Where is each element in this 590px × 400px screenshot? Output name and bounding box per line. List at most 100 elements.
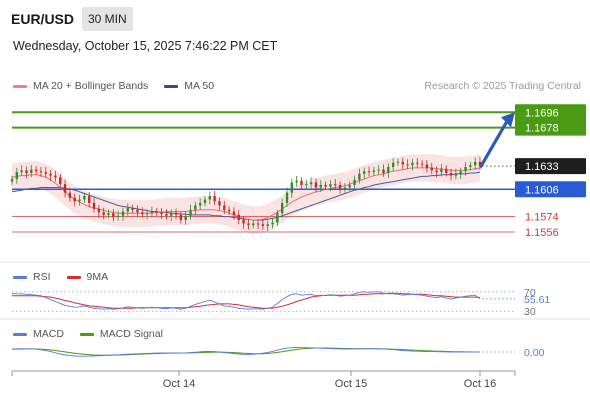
candle	[68, 187, 72, 202]
candle	[170, 209, 173, 221]
candle	[464, 162, 467, 176]
macd-swatch	[13, 332, 27, 336]
candle-body	[174, 213, 178, 215]
candle	[396, 158, 400, 167]
candle	[126, 203, 129, 216]
candle-body	[112, 213, 115, 217]
candle	[314, 178, 318, 193]
candle-body	[170, 213, 173, 216]
candle-body	[459, 171, 462, 174]
candle	[25, 166, 28, 179]
candle-body	[39, 171, 43, 173]
candle-body	[203, 199, 207, 203]
candle	[416, 158, 419, 168]
candle	[353, 175, 356, 190]
candle	[73, 193, 76, 207]
candle	[227, 206, 231, 215]
candle-body	[353, 179, 356, 185]
timeframe-badge[interactable]: 30 MIN	[82, 7, 133, 31]
candle-body	[25, 170, 28, 173]
rsi-tick-70: 70	[524, 287, 536, 299]
candle-body	[121, 211, 125, 216]
candle	[150, 206, 154, 218]
candle	[242, 216, 245, 229]
candle-body	[141, 212, 144, 215]
macd-legend: MACD MACD Signal	[13, 328, 163, 340]
candle	[290, 178, 294, 198]
ma50-swatch	[164, 84, 179, 88]
candle-body	[358, 173, 361, 180]
candle-body	[280, 202, 284, 214]
candle	[141, 207, 144, 218]
candle	[300, 177, 303, 189]
forecast-arrow-head	[501, 112, 515, 128]
candle	[319, 180, 322, 192]
price-panel: 1.1696 1.1678 1.1633 1.1606 1.1574 1.1556	[10, 104, 586, 239]
candle-body	[34, 169, 38, 172]
candle	[406, 159, 409, 170]
candle	[338, 181, 342, 194]
candle-body	[473, 161, 477, 166]
candle-body	[445, 168, 448, 173]
macd-signal-line	[11, 347, 480, 356]
candle	[20, 165, 23, 176]
candle	[179, 211, 183, 224]
candle-body	[102, 212, 105, 215]
macd-signal-legend-label: MACD Signal	[99, 328, 163, 340]
ma20-line	[11, 167, 481, 221]
rsi-last-value: 55.61	[524, 294, 550, 306]
candle	[107, 209, 110, 219]
candle-body	[213, 196, 216, 202]
candle	[271, 217, 274, 229]
candle	[329, 179, 332, 192]
candle	[15, 167, 19, 184]
candle	[155, 208, 158, 216]
candle-body	[396, 161, 400, 163]
candle	[121, 207, 125, 221]
candle-body	[155, 211, 158, 213]
candle-body	[469, 165, 472, 168]
candle	[34, 166, 38, 175]
panel-separators	[0, 261, 590, 320]
candle-body	[30, 169, 33, 173]
candle	[92, 197, 96, 213]
candle	[411, 158, 414, 171]
candle-body	[343, 187, 347, 189]
rsi-ma-legend-label: 9MA	[86, 271, 109, 283]
candle	[440, 164, 443, 177]
price-tag-label-1.1606: 1.1606	[525, 184, 559, 196]
candle-body	[97, 208, 101, 213]
candle-body	[126, 208, 129, 212]
candle	[377, 165, 380, 176]
candle-body	[150, 211, 154, 214]
candle-body	[295, 180, 298, 183]
candle-body	[276, 213, 279, 223]
candle-body	[367, 171, 371, 173]
candle-body	[449, 173, 453, 176]
candle-body	[136, 209, 139, 213]
candle	[112, 208, 115, 222]
candle	[237, 209, 240, 224]
price-tag-label-1.1633: 1.1633	[525, 161, 559, 173]
candle-body	[411, 162, 414, 166]
candle-body	[92, 202, 96, 209]
price-tag-1.1633	[515, 158, 586, 175]
candle-body	[271, 222, 274, 225]
candle-body	[324, 184, 327, 187]
macd-line	[11, 347, 480, 357]
candle-body	[15, 172, 19, 179]
candle-body	[348, 184, 351, 188]
candle-body	[300, 180, 303, 185]
candle	[420, 160, 424, 168]
rsi-legend: RSI 9MA	[13, 271, 108, 283]
ma20-legend-label: MA 20 + Bollinger Bands	[33, 80, 149, 92]
candle	[391, 158, 395, 172]
candle	[10, 175, 14, 185]
candle-body	[314, 182, 318, 188]
candle-body	[63, 184, 67, 193]
candle	[430, 162, 433, 175]
candle	[478, 156, 482, 171]
